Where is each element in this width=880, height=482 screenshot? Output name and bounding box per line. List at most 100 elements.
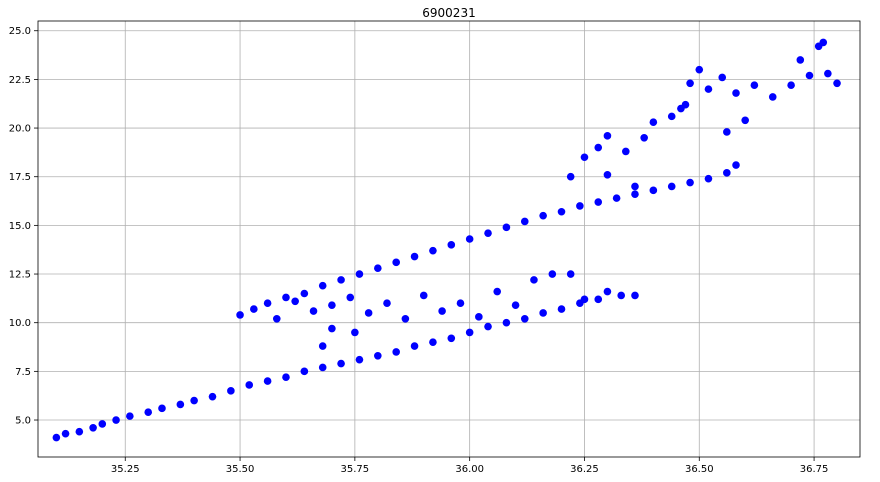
y-tick-label: 22.5: [9, 75, 31, 86]
data-point: [681, 100, 690, 109]
data-point: [337, 276, 345, 284]
data-point: [263, 299, 272, 308]
data-point: [824, 69, 832, 78]
data-point: [580, 295, 589, 304]
data-point: [640, 133, 648, 142]
data-point: [318, 363, 327, 372]
data-point: [493, 287, 502, 296]
data-point: [603, 132, 612, 140]
data-point: [520, 217, 529, 226]
data-point: [631, 182, 639, 191]
data-point: [686, 79, 694, 88]
data-point: [410, 342, 419, 350]
data-point: [580, 153, 589, 162]
data-point: [475, 313, 483, 321]
y-tick-label: 7.5: [15, 367, 31, 378]
y-tick-label: 20.0: [9, 124, 31, 135]
grid-layer: [38, 21, 860, 457]
data-point: [576, 202, 584, 210]
data-point: [465, 328, 474, 337]
data-point: [318, 281, 327, 290]
data-point: [750, 81, 759, 90]
data-point: [300, 367, 309, 376]
data-point: [291, 297, 299, 306]
data-point: [112, 416, 120, 424]
data-point: [158, 404, 166, 413]
data-point: [355, 355, 364, 364]
data-point: [787, 81, 795, 90]
data-point: [282, 293, 290, 302]
data-point: [364, 309, 373, 317]
data-point: [695, 65, 704, 74]
data-point: [484, 229, 492, 237]
data-point: [548, 270, 557, 278]
data-point: [484, 322, 492, 331]
data-point: [392, 258, 400, 267]
data-point: [263, 377, 272, 385]
data-point: [282, 373, 290, 381]
data-point: [704, 174, 713, 183]
data-point: [374, 351, 382, 360]
data-point: [723, 169, 731, 177]
data-point: [190, 396, 198, 405]
data-point: [429, 338, 437, 346]
data-point: [250, 305, 258, 313]
data-point: [447, 241, 456, 249]
data-point: [374, 264, 382, 272]
x-tick-label: 35.50: [226, 464, 255, 475]
data-point: [61, 429, 70, 438]
data-point: [337, 359, 345, 368]
data-point: [667, 112, 676, 121]
data-point: [447, 334, 456, 343]
data-point: [566, 172, 575, 181]
data-point: [75, 427, 84, 436]
data-point: [98, 420, 107, 428]
data-point: [456, 299, 465, 308]
y-tick-label: 17.5: [9, 172, 31, 183]
data-point: [741, 116, 749, 125]
data-point: [732, 89, 740, 97]
data-point: [796, 56, 805, 64]
data-point: [502, 318, 511, 327]
data-point: [328, 324, 336, 333]
data-point: [566, 270, 575, 278]
data-point: [236, 311, 244, 319]
data-point: [768, 93, 777, 101]
axes-layer: [37, 20, 861, 458]
x-tick-label: 36.00: [455, 464, 484, 475]
y-tick-label: 12.5: [9, 270, 31, 281]
x-tick-label: 36.75: [800, 464, 829, 475]
data-point: [520, 315, 529, 323]
x-tick-label: 36.25: [570, 464, 599, 475]
data-point: [621, 147, 630, 156]
data-point: [227, 387, 235, 395]
data-point: [667, 182, 676, 191]
y-tick-label: 15.0: [9, 221, 31, 232]
data-point: [603, 170, 612, 179]
data-point: [631, 291, 639, 300]
data-point: [511, 301, 520, 309]
plot-frame: [37, 20, 861, 458]
data-point: [530, 276, 538, 284]
data-point: [419, 291, 428, 300]
data-point: [438, 307, 446, 315]
data-point: [819, 38, 828, 47]
data-point: [594, 198, 603, 206]
data-point: [346, 293, 355, 302]
x-tick-label: 35.75: [341, 464, 370, 475]
data-point: [272, 315, 281, 323]
data-point: [52, 433, 61, 442]
data-point: [594, 295, 603, 304]
data-point: [649, 186, 658, 195]
data-point: [355, 270, 364, 278]
data-point: [617, 291, 626, 300]
data-point: [328, 301, 336, 309]
data-point: [465, 235, 474, 243]
data-point: [723, 128, 731, 136]
x-tick-label: 35.25: [111, 464, 140, 475]
y-tick-label: 10.0: [9, 318, 31, 329]
data-point: [732, 161, 740, 169]
data-point: [557, 207, 566, 216]
